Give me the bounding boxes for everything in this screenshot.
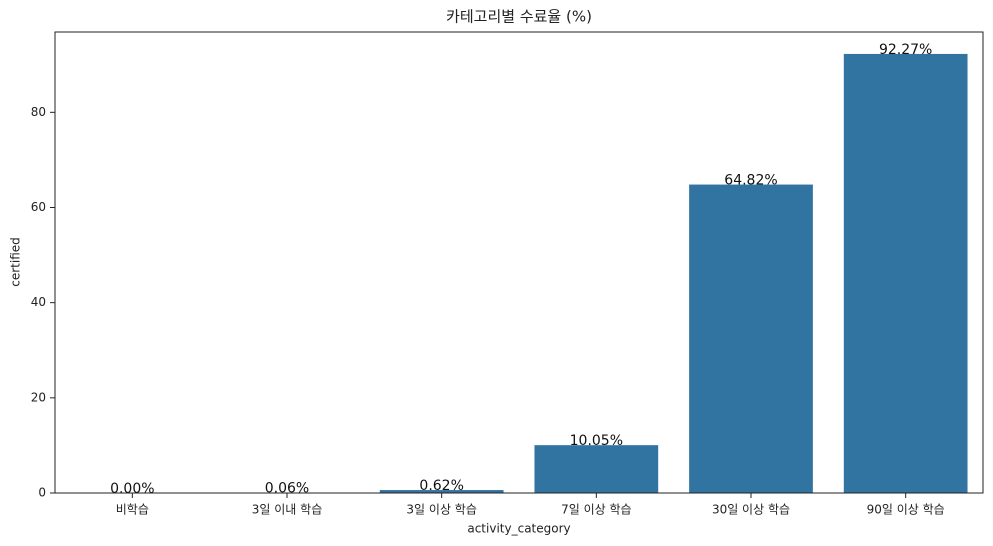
x-tick-label: 3일 이상 학습 [406, 503, 476, 517]
value-label: 0.06% [265, 481, 309, 497]
y-tick-label: 60 [31, 200, 46, 214]
bar [843, 53, 968, 493]
y-tick-label: 20 [31, 390, 46, 404]
x-tick-label: 3일 이내 학습 [252, 503, 322, 517]
bar [379, 490, 504, 493]
value-label: 92.27% [879, 42, 932, 58]
x-tick-label: 30일 이상 학습 [712, 503, 790, 517]
plot-frame [54, 31, 984, 494]
x-tick-label: 90일 이상 학습 [867, 503, 945, 517]
y-tick-label: 40 [31, 295, 46, 309]
y-tick-label: 0 [38, 486, 46, 500]
value-label: 0.00% [110, 481, 154, 497]
x-tick-label: 7일 이상 학습 [561, 503, 631, 517]
chart-title: 카테고리별 수료율 (%) [446, 8, 592, 26]
value-label: 0.62% [419, 478, 463, 494]
value-label: 64.82% [724, 173, 777, 189]
y-axis-label: certified [9, 237, 23, 287]
bar [534, 445, 659, 493]
x-axis-label: activity_category [467, 522, 570, 536]
y-tick-label: 80 [31, 105, 46, 119]
bar [689, 184, 813, 494]
x-tick-label: 비학습 [116, 503, 149, 517]
value-label: 10.05% [570, 433, 623, 449]
